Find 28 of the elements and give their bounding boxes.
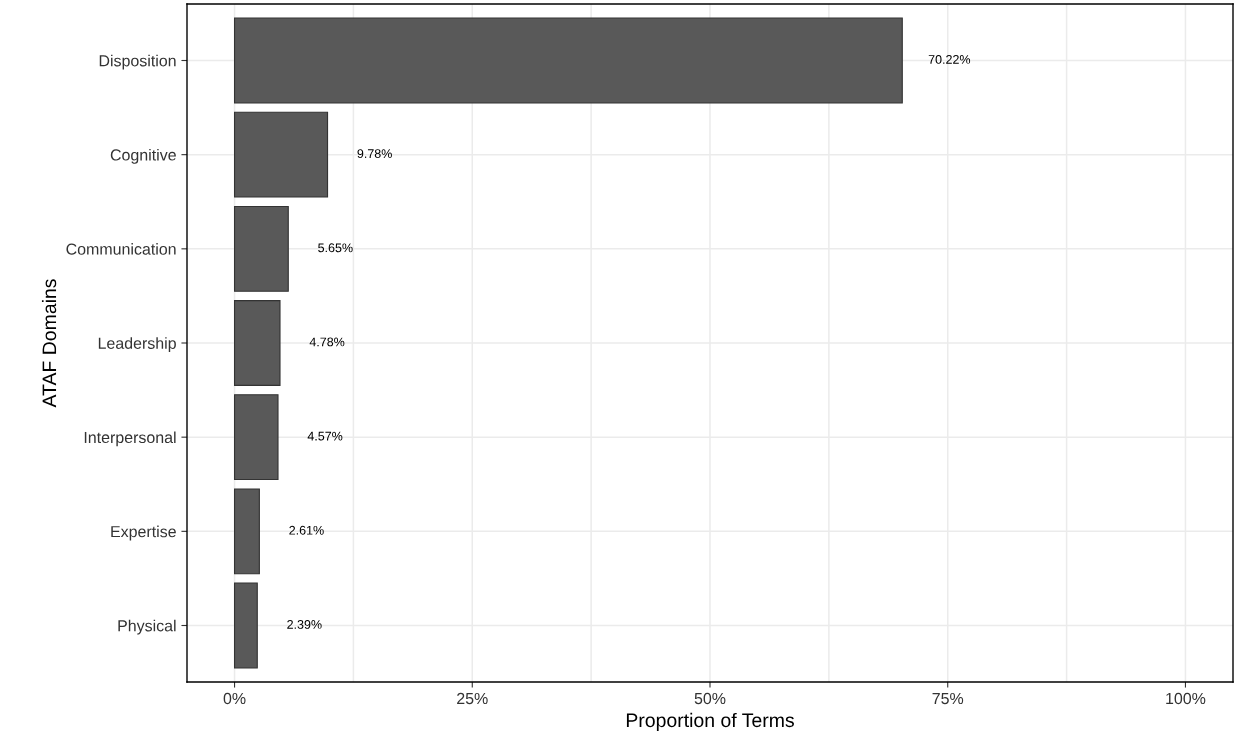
data-label: 4.78% (309, 337, 345, 347)
data-label: 4.57% (307, 431, 343, 441)
y-tick-label: Physical (118, 619, 176, 635)
y-tick-label: Communication (66, 243, 176, 255)
y-tick-label: Expertise (111, 525, 176, 541)
x-tick-label: 25% (457, 692, 488, 705)
data-label: 2.61% (289, 525, 324, 535)
data-label: 2.39% (287, 620, 322, 629)
data-label: 9.78% (357, 149, 392, 159)
bar (233, 205, 289, 292)
bar (233, 582, 258, 669)
bar (233, 488, 260, 575)
y-tick-label: Interpersonal (84, 431, 176, 447)
x-tick-label: 50% (694, 692, 726, 705)
data-label: 70.22% (928, 55, 971, 64)
bar (233, 300, 281, 386)
y-tick-label: Cognitive (110, 148, 176, 164)
x-tick-label: 100% (1166, 692, 1206, 705)
y-axis-title: ATAF Domains (41, 279, 57, 408)
bar (233, 111, 329, 198)
y-tick-label: Leadership (98, 337, 176, 353)
y-tick-label: Disposition (99, 54, 176, 70)
bar (233, 394, 279, 481)
x-tick-label: 0% (223, 692, 246, 705)
bar (233, 17, 903, 104)
x-axis-title: Proportion of Terms (626, 712, 794, 731)
data-label: 5.65% (318, 243, 353, 253)
x-tick-label: 75% (932, 692, 964, 705)
